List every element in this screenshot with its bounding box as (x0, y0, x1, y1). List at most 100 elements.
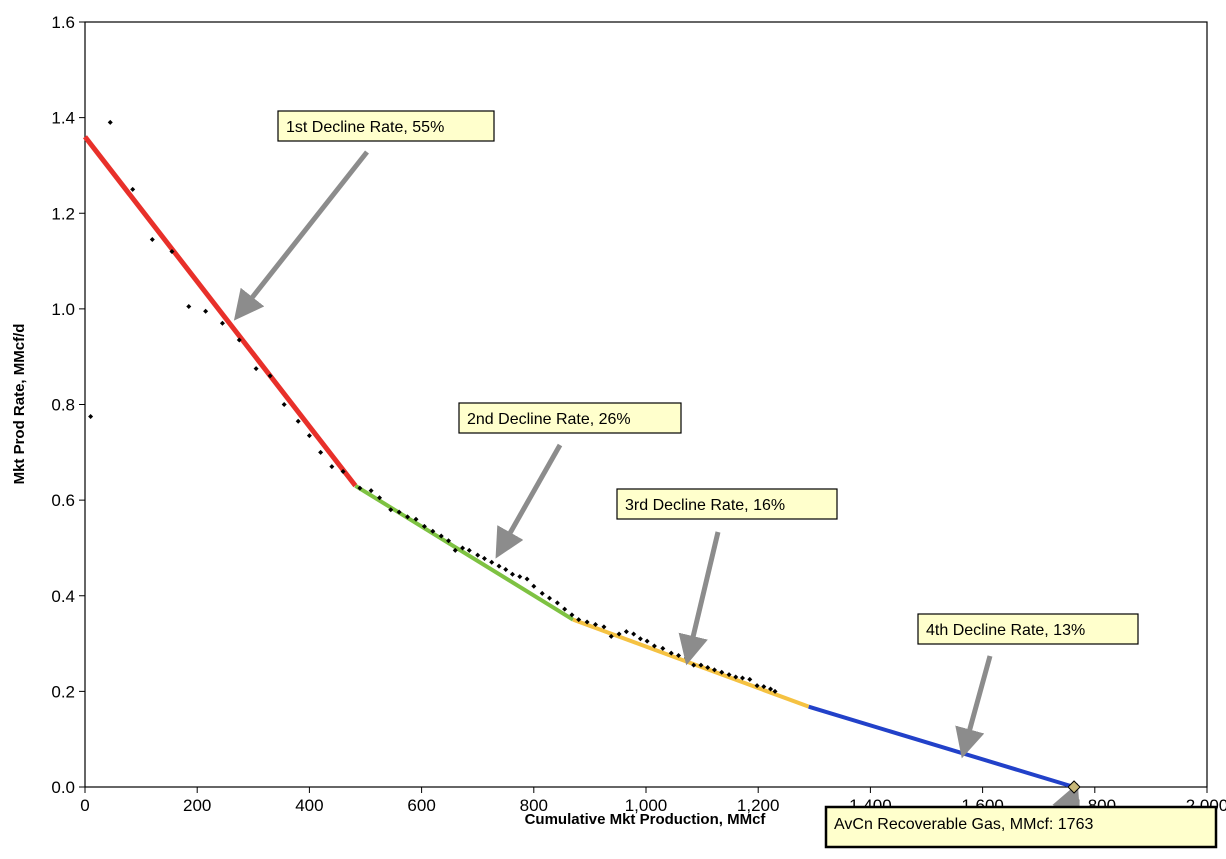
data-point (584, 619, 590, 625)
x-tick-label: 400 (295, 796, 323, 815)
data-point (318, 449, 324, 455)
x-tick-label: 1,200 (737, 796, 780, 815)
callouts: 1st Decline Rate, 55% 2nd Decline Rate, 2… (277, 110, 1139, 645)
result-label-text: AvCn Recoverable Gas, MMcf: 1763 (834, 816, 1093, 833)
data-point (719, 669, 725, 675)
data-point (503, 566, 509, 572)
data-point (169, 249, 175, 254)
data-point (446, 538, 452, 544)
data-point (295, 418, 301, 424)
data-point (531, 583, 537, 589)
data-point (711, 667, 717, 673)
data-point (438, 533, 444, 539)
data-point (576, 617, 582, 623)
decline-segment-2 (354, 484, 575, 622)
data-point (475, 552, 481, 558)
data-point (761, 684, 767, 690)
data-point (281, 402, 287, 407)
data-point (496, 563, 502, 569)
end-point-marker (1067, 780, 1081, 794)
y-axis: 0.0 0.2 0.4 0.6 0.8 1.0 1.2 1.4 1.6 (51, 13, 85, 797)
data-point (726, 672, 732, 678)
x-axis: 0 200 400 600 800 1,000 1,200 1,400 1,600 1,800 2,… (80, 787, 1226, 815)
callout-label: 3rd Decline Rate, 16% (625, 497, 785, 514)
data-point (219, 320, 225, 326)
x-tick-label: 200 (183, 796, 211, 815)
callout-box (277, 110, 495, 142)
data-point (637, 636, 643, 642)
data-point (460, 545, 466, 551)
callout-arrow (233, 150, 369, 321)
data-point (377, 495, 383, 501)
data-point (593, 621, 599, 627)
data-point (739, 675, 745, 681)
data-point (768, 686, 774, 692)
data-point (306, 433, 312, 439)
data-point (547, 595, 553, 601)
data-point (509, 571, 515, 577)
y-tick-label: 1.4 (51, 109, 75, 128)
decline-segment-1 (83, 135, 358, 488)
data-point (517, 574, 523, 580)
data-point (554, 600, 560, 606)
x-tick-label: 0 (80, 796, 89, 815)
data-point (186, 303, 192, 309)
data-point (413, 516, 419, 522)
y-tick-label: 1.2 (51, 204, 75, 223)
data-point (651, 643, 657, 649)
callout-arrow (955, 655, 993, 759)
x-tick-label: 1,000 (625, 796, 668, 815)
data-point (644, 638, 650, 644)
data-point (733, 674, 739, 680)
data-point (357, 485, 363, 491)
y-tick-label: 0.4 (51, 587, 75, 606)
data-point (130, 186, 136, 192)
data-point (340, 468, 346, 474)
callout-arrow (678, 531, 721, 666)
data-point (203, 308, 209, 314)
data-point (107, 119, 113, 125)
y-tick-label: 0.2 (51, 682, 75, 701)
data-point (668, 650, 674, 656)
data-point (524, 576, 530, 582)
data-point (481, 555, 487, 561)
x-tick-label: 600 (407, 796, 435, 815)
data-point (772, 688, 778, 694)
data-point (616, 631, 622, 637)
data-point (747, 676, 753, 682)
data-point (267, 373, 273, 379)
data-point (396, 509, 402, 515)
data-point (388, 507, 394, 513)
data-point (562, 606, 568, 612)
data-point (329, 464, 335, 470)
data-point (253, 366, 259, 372)
callout-label: 2nd Decline Rate, 26% (467, 411, 631, 428)
data-point (430, 528, 436, 534)
data-point (421, 523, 427, 529)
callout-label: 4th Decline Rate, 13% (926, 622, 1085, 639)
callout-label: 1st Decline Rate, 55% (286, 119, 444, 136)
data-point (149, 237, 155, 243)
data-point (660, 645, 666, 651)
decline-segment-4 (808, 704, 1075, 789)
data-point (405, 514, 411, 520)
y-tick-label: 1.6 (51, 13, 75, 32)
y-axis-title: Mkt Prod Rate, MMcf/d (11, 324, 28, 485)
result-label-box: AvCn Recoverable Gas, MMcf: 1763 (824, 805, 1218, 849)
callout-box (616, 488, 838, 520)
data-point (608, 633, 614, 639)
x-axis-title: Cumulative Mkt Production, MMcf (525, 811, 767, 828)
data-point (623, 629, 629, 635)
data-point (368, 488, 374, 494)
data-point (754, 683, 760, 689)
end-marker (1067, 780, 1081, 794)
callout-box (458, 402, 682, 434)
data-point (601, 624, 607, 630)
y-tick-label: 0.8 (51, 396, 75, 415)
y-tick-label: 0.0 (51, 778, 75, 797)
data-point (466, 547, 472, 553)
data-point (236, 337, 242, 343)
callout-arrow (495, 443, 563, 559)
